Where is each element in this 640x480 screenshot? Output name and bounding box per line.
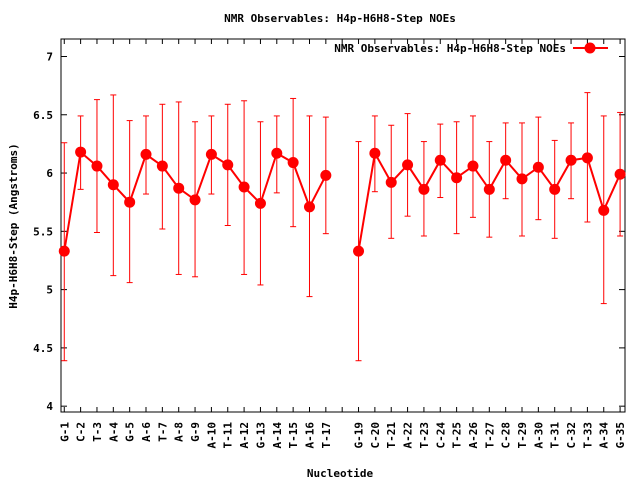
x-tick-label: A-12 (238, 422, 251, 449)
x-tick-label: T-29 (516, 422, 529, 449)
data-point (598, 204, 610, 216)
x-tick-label: G-9 (189, 422, 202, 442)
legend: NMR Observables: H4p-H6H8-Step NOEs (334, 42, 608, 55)
x-tick-label: C-2 (75, 422, 88, 442)
x-tick-label: A-34 (598, 422, 611, 449)
x-tick-label: G-35 (614, 422, 627, 449)
data-point (467, 160, 479, 172)
data-point (303, 201, 315, 213)
x-tick-label: G-1 (58, 422, 71, 442)
x-tick-label: T-25 (451, 422, 464, 449)
y-tick-label: 7 (46, 50, 53, 63)
y-axis-label: H4p-H6H8-Step (Angstroms) (7, 143, 20, 309)
y-tick-label: 5 (46, 284, 53, 297)
data-point (140, 148, 152, 160)
data-series (58, 146, 626, 257)
data-point (238, 181, 250, 193)
data-point (156, 160, 168, 172)
x-tick-label: A-26 (467, 422, 480, 449)
y-tick-label: 4.5 (33, 342, 53, 355)
y-axis: 4 4.5 5 5.5 6 6.5 7 (33, 50, 625, 413)
data-point (369, 147, 381, 159)
data-point (565, 154, 577, 166)
x-tick-label: A-16 (303, 422, 316, 449)
x-tick-label: G-5 (124, 422, 137, 442)
data-point (205, 148, 217, 160)
x-tick-label: T-15 (287, 422, 300, 449)
x-tick-label: A-22 (402, 422, 415, 449)
y-tick-label: 6.5 (33, 109, 53, 122)
data-point (189, 194, 201, 206)
x-tick-label: A-14 (271, 422, 284, 449)
data-point (385, 176, 397, 188)
x-tick-label: G-13 (254, 422, 267, 449)
data-point (402, 159, 414, 171)
y-tick-label: 5.5 (33, 225, 53, 238)
data-point (500, 154, 512, 166)
data-point (614, 168, 626, 180)
x-tick-label: G-19 (353, 422, 366, 449)
data-point (516, 173, 528, 185)
data-point (91, 160, 103, 172)
x-tick-label: A-6 (140, 422, 153, 442)
chart-title: NMR Observables: H4p-H6H8-Step NOEs (224, 12, 456, 25)
x-tick-label: A-4 (107, 422, 120, 442)
x-tick-label: A-8 (173, 422, 186, 442)
x-tick-label: T-23 (418, 422, 431, 449)
data-point (549, 183, 561, 195)
x-tick-label: T-27 (483, 422, 496, 449)
legend-label: NMR Observables: H4p-H6H8-Step NOEs (334, 42, 566, 55)
data-point (271, 147, 283, 159)
data-point (75, 146, 87, 158)
data-point (483, 183, 495, 195)
data-point (124, 196, 136, 208)
data-point (58, 245, 70, 257)
data-point (532, 161, 544, 173)
error-bars (61, 92, 624, 362)
data-point (222, 159, 234, 171)
x-axis: G-1 C-2 T-3 A-4 G-5 A-6 T-7 A-8 G-9 A-10 T-11 A-12 G… (58, 39, 627, 449)
x-tick-label: T-21 (385, 422, 398, 449)
x-tick-label: T-3 (91, 422, 104, 442)
data-point (353, 245, 365, 257)
x-tick-label: C-28 (500, 422, 513, 449)
x-tick-label: T-33 (581, 422, 594, 449)
x-tick-label: T-7 (156, 422, 169, 442)
data-point (107, 179, 119, 191)
y-tick-label: 4 (46, 400, 53, 413)
data-point (173, 182, 185, 194)
data-point (451, 172, 463, 184)
x-tick-label: T-11 (222, 422, 235, 449)
data-point (434, 154, 446, 166)
x-tick-label: C-32 (565, 422, 578, 449)
data-point (581, 152, 593, 164)
x-tick-label: C-20 (369, 422, 382, 449)
x-tick-label: T-31 (549, 422, 562, 449)
x-tick-label: T-17 (320, 422, 333, 449)
data-point (320, 169, 332, 181)
x-axis-label: Nucleotide (307, 467, 374, 480)
plot-frame (60, 38, 626, 413)
legend-marker (584, 42, 596, 54)
data-point (418, 183, 430, 195)
data-point (287, 157, 299, 169)
x-tick-label: A-30 (532, 422, 545, 449)
x-tick-label: C-24 (434, 422, 447, 449)
y-tick-label: 6 (46, 167, 53, 180)
data-point (254, 197, 266, 209)
x-tick-label: A-10 (205, 422, 218, 449)
